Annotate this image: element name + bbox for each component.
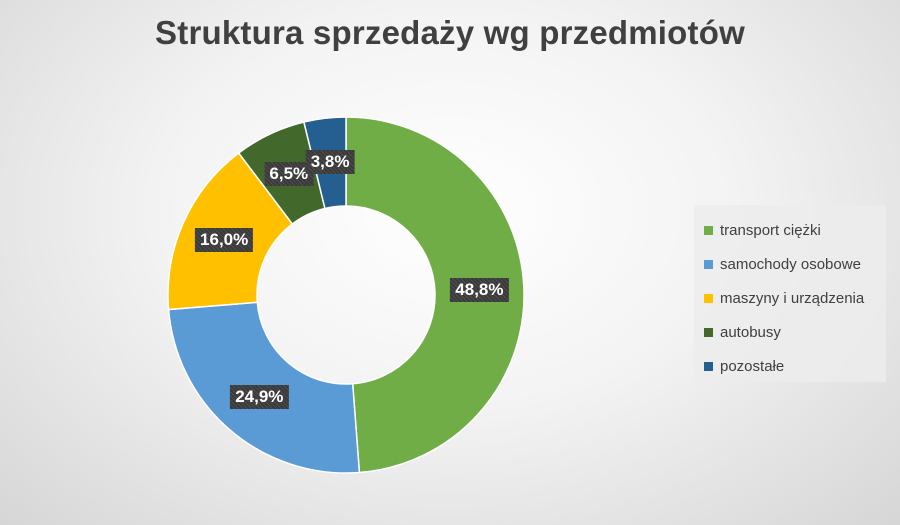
slice-value-label: 6,5% xyxy=(264,162,314,187)
legend-swatch xyxy=(704,225,713,235)
legend-label: pozostałe xyxy=(720,357,785,375)
legend-label: transport ciężki xyxy=(720,221,821,239)
slice-value-label: 24,9% xyxy=(230,384,289,409)
legend-swatch xyxy=(704,293,713,303)
legend: transport ciężki samochody osobowe maszy… xyxy=(694,205,886,382)
slice-value-label: 16,0% xyxy=(195,228,254,253)
legend-label: samochody osobowe xyxy=(720,255,861,273)
legend-item-transport-ciezki: transport ciężki xyxy=(704,213,886,247)
slice-value-label: 3,8% xyxy=(305,150,355,175)
legend-item-pozostale: pozostałe xyxy=(704,349,886,383)
legend-item-autobusy: autobusy xyxy=(704,315,886,349)
donut-slice xyxy=(345,116,525,474)
legend-swatch xyxy=(704,327,713,337)
legend-label: maszyny i urządzenia xyxy=(720,289,865,307)
legend-swatch xyxy=(704,361,713,371)
chart-title: Struktura sprzedaży wg przedmiotów xyxy=(155,14,745,51)
legend-swatch xyxy=(704,259,713,269)
slice-value-label: 48,8% xyxy=(450,277,509,302)
legend-item-samochody-osobowe: samochody osobowe xyxy=(704,247,886,281)
legend-item-maszyny-i-urzadzenia: maszyny i urządzenia xyxy=(704,281,886,315)
legend-label: autobusy xyxy=(720,323,781,341)
